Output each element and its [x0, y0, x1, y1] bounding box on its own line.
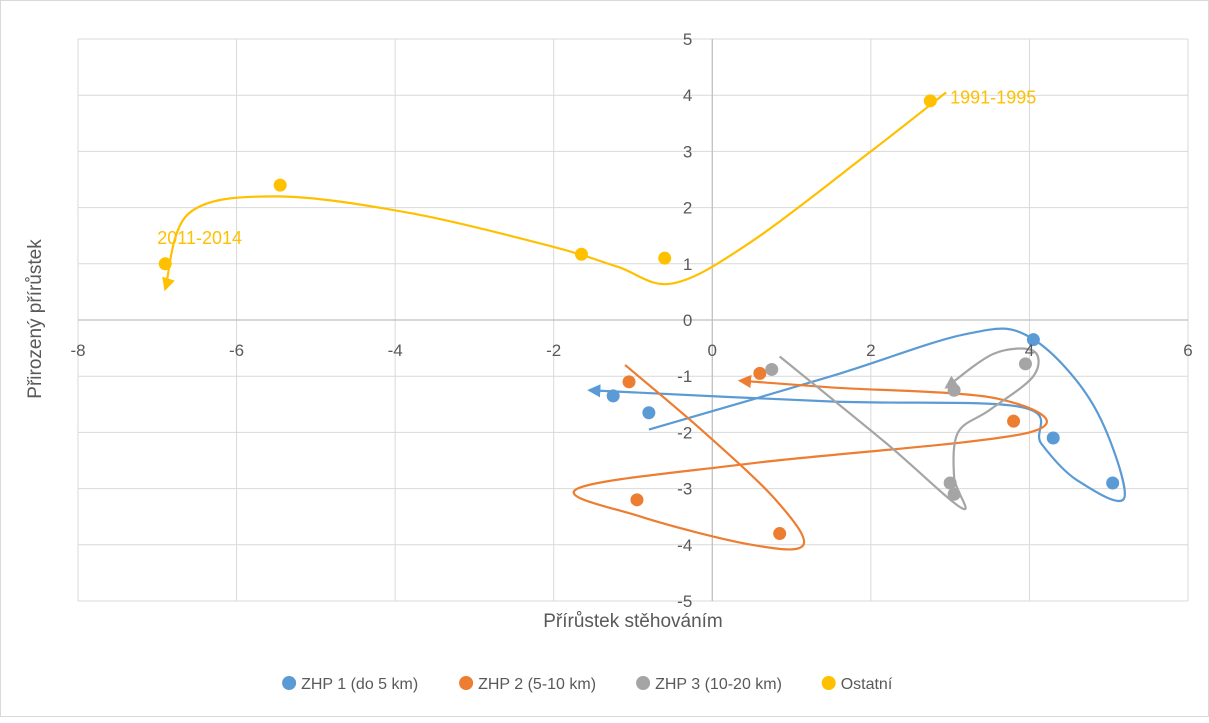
x-tick-label: 6	[1183, 341, 1192, 360]
x-tick-label: 2	[866, 341, 875, 360]
trend-path	[572, 364, 1048, 551]
y-tick-label: 2	[683, 199, 692, 218]
data-point	[773, 527, 787, 541]
data-point	[1018, 357, 1032, 371]
legend-marker	[821, 676, 836, 690]
legend-label: ZHP 1 (do 5 km)	[301, 676, 418, 693]
trend-path-layer	[162, 91, 1126, 551]
legend-label: Ostatní	[841, 676, 893, 693]
y-tick-label: 3	[683, 142, 692, 161]
y-tick-label: 5	[683, 30, 692, 49]
axis-layer	[78, 39, 1188, 601]
data-point	[947, 487, 961, 501]
y-tick-label: -4	[677, 536, 692, 555]
data-point	[606, 389, 620, 403]
data-point	[943, 476, 957, 490]
data-point	[273, 178, 287, 192]
data-point	[923, 94, 937, 108]
y-axis-title: Přirozený přírůstek	[25, 239, 46, 399]
x-tick-label: 0	[708, 341, 717, 360]
data-point	[947, 383, 961, 397]
x-tick-label: -4	[388, 341, 403, 360]
data-point	[622, 375, 636, 389]
x-tick-label: -2	[546, 341, 561, 360]
period-annotation: 1991-1995	[950, 88, 1036, 108]
legend-label: ZHP 2 (5-10 km)	[478, 676, 596, 693]
data-point	[753, 366, 767, 380]
data-point	[1046, 431, 1060, 445]
legend-marker	[282, 676, 297, 690]
period-annotation: 2011-2014	[157, 228, 242, 248]
legend-item: ZHP 3 (10-20 km)	[636, 676, 782, 693]
legend-item: ZHP 1 (do 5 km)	[282, 676, 418, 693]
data-point	[765, 362, 779, 376]
y-tick-label: 0	[683, 311, 692, 330]
trend-path	[778, 347, 1040, 511]
data-point	[630, 493, 644, 507]
y-tick-label: 4	[683, 86, 692, 105]
data-point	[658, 251, 672, 265]
data-point	[1026, 333, 1040, 347]
tick-label-layer: -8 -6 -4 -2 0 2 4 6 -5 -4 -3 -2 -1 0 1 2 3 4 5	[70, 30, 1192, 611]
y-tick-label: 1	[683, 255, 692, 274]
data-point-layer	[158, 94, 1120, 541]
x-axis-title: Přírůstek stěhováním	[543, 611, 723, 632]
legend-marker	[636, 676, 651, 690]
data-point	[574, 247, 588, 261]
x-tick-label: -6	[229, 341, 244, 360]
y-tick-label: -5	[677, 592, 692, 611]
data-point	[1106, 476, 1120, 490]
data-point	[158, 257, 172, 271]
data-point	[1007, 414, 1021, 428]
annotation-layer: 1991-1995 2011-2014	[157, 88, 1036, 249]
legend-marker	[459, 676, 474, 690]
trend-path	[587, 327, 1126, 503]
legend-item: ZHP 2 (5-10 km)	[459, 676, 596, 693]
y-tick-label: -2	[677, 423, 692, 442]
legend-item: Ostatní	[821, 676, 893, 693]
x-tick-label: -8	[70, 341, 85, 360]
data-point	[642, 406, 656, 420]
legend: ZHP 1 (do 5 km) ZHP 2 (5-10 km) ZHP 3 (10-…	[282, 676, 893, 693]
y-tick-label: -1	[677, 367, 692, 386]
y-tick-label: -3	[677, 480, 692, 499]
x-tick-label: 4	[1025, 341, 1034, 360]
legend-label: ZHP 3 (10-20 km)	[655, 676, 782, 693]
